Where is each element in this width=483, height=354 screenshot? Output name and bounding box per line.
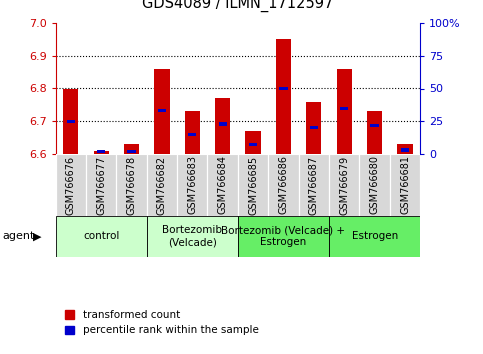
Text: GSM766682: GSM766682 — [157, 155, 167, 215]
Legend: transformed count, percentile rank within the sample: transformed count, percentile rank withi… — [61, 306, 263, 339]
Bar — [97, 150, 105, 153]
Bar — [370, 124, 379, 127]
Bar — [154, 69, 170, 154]
Bar — [310, 126, 318, 130]
Bar — [390, 154, 420, 216]
Bar — [306, 102, 322, 154]
Bar — [329, 154, 359, 216]
Text: agent: agent — [2, 231, 35, 241]
Bar — [238, 216, 329, 257]
Text: Estrogen: Estrogen — [352, 231, 398, 241]
Bar — [124, 144, 139, 154]
Bar — [56, 154, 86, 216]
Bar — [86, 154, 116, 216]
Bar — [128, 150, 136, 153]
Bar — [56, 216, 147, 257]
Text: GSM766684: GSM766684 — [218, 155, 227, 215]
Bar — [298, 154, 329, 216]
Bar — [63, 88, 78, 154]
Bar — [398, 144, 412, 154]
Bar — [249, 143, 257, 147]
Text: GSM766676: GSM766676 — [66, 155, 76, 215]
Text: control: control — [83, 231, 119, 241]
Bar — [268, 154, 298, 216]
Bar — [337, 69, 352, 154]
Text: GDS4089 / ILMN_1712597: GDS4089 / ILMN_1712597 — [142, 0, 334, 12]
Bar — [147, 154, 177, 216]
Text: GSM766679: GSM766679 — [339, 155, 349, 215]
Bar — [147, 216, 238, 257]
Text: Bortezomib (Velcade) +
Estrogen: Bortezomib (Velcade) + Estrogen — [222, 225, 345, 247]
Text: GSM766685: GSM766685 — [248, 155, 258, 215]
Bar — [401, 148, 409, 152]
Bar — [238, 154, 268, 216]
Text: GSM766687: GSM766687 — [309, 155, 319, 215]
Bar — [359, 154, 390, 216]
Bar — [208, 154, 238, 216]
Text: ▶: ▶ — [33, 231, 42, 241]
Text: GSM766680: GSM766680 — [369, 155, 380, 215]
Bar — [177, 154, 208, 216]
Bar — [215, 98, 230, 154]
Bar — [276, 39, 291, 154]
Bar — [188, 133, 197, 136]
Bar — [329, 216, 420, 257]
Bar — [245, 131, 261, 154]
Text: GSM766677: GSM766677 — [96, 155, 106, 215]
Bar — [116, 154, 147, 216]
Text: GSM766686: GSM766686 — [279, 155, 288, 215]
Bar — [67, 120, 75, 123]
Text: GSM766678: GSM766678 — [127, 155, 137, 215]
Bar — [94, 151, 109, 154]
Bar — [185, 112, 200, 154]
Bar — [367, 112, 382, 154]
Bar — [218, 122, 227, 126]
Text: GSM766681: GSM766681 — [400, 155, 410, 215]
Bar — [158, 109, 166, 113]
Bar — [279, 87, 288, 90]
Bar — [340, 107, 348, 110]
Text: GSM766683: GSM766683 — [187, 155, 197, 215]
Text: Bortezomib
(Velcade): Bortezomib (Velcade) — [162, 225, 222, 247]
